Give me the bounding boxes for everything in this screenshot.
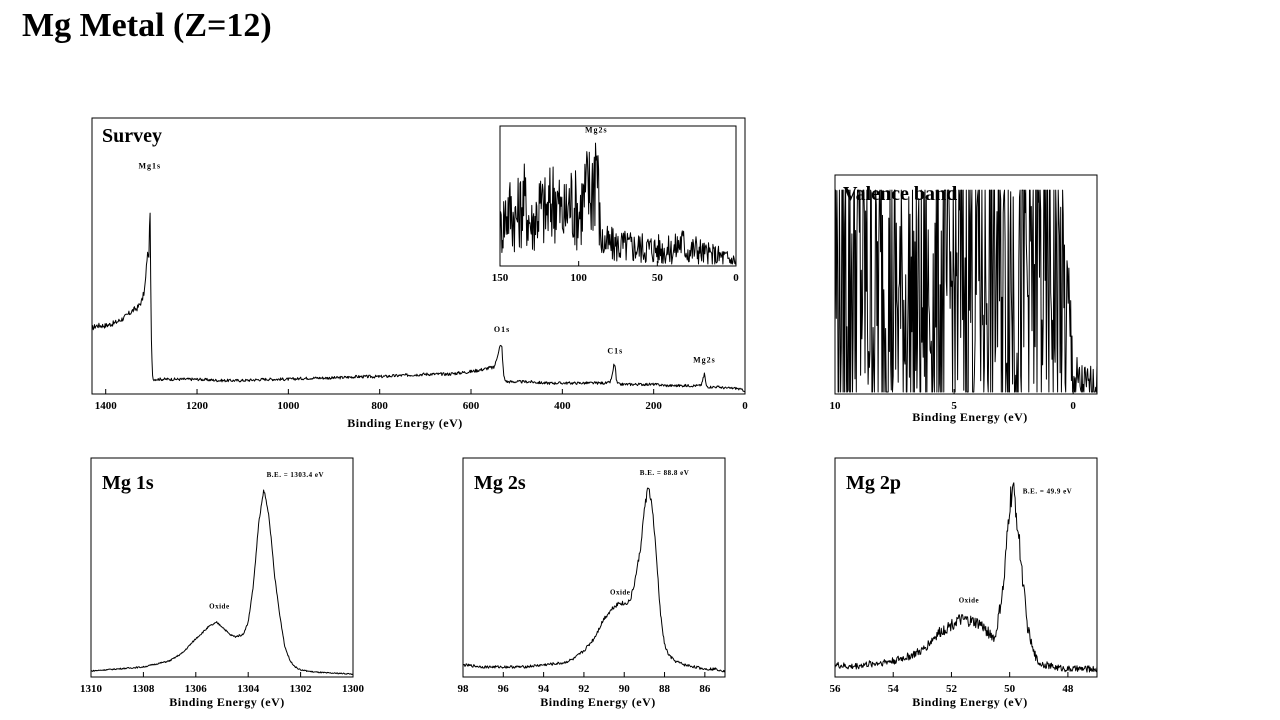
mg2p-xlabel: Binding Energy (eV) (912, 695, 1028, 709)
x-tick-label: 52 (946, 683, 958, 695)
x-tick-label: 48 (1062, 683, 1074, 695)
x-tick-label: 88 (659, 683, 671, 695)
x-tick-label: 56 (830, 683, 842, 695)
x-tick-label: 86 (699, 683, 711, 695)
x-tick-label: 0 (742, 400, 748, 412)
peak-annotation: Mg2s (585, 125, 608, 134)
x-tick-label: 0 (1070, 400, 1076, 412)
mg1s-frame (90, 457, 354, 678)
valence-title: Valence band (843, 183, 957, 205)
mg2p-trace (834, 482, 1098, 673)
valence-panel: 10 5 0 Valence band Binding Energy (eV) (830, 174, 1098, 424)
x-tick-label: 150 (492, 272, 509, 284)
x-tick-label: 1302 (290, 683, 313, 695)
peak-annotation: Oxide (610, 588, 630, 596)
x-tick-label: 94 (538, 683, 550, 695)
x-tick-label: 50 (1004, 683, 1016, 695)
survey-frame (91, 117, 746, 395)
mg2s-xlabel: Binding Energy (eV) (540, 695, 656, 709)
x-tick-label: 92 (578, 683, 590, 695)
x-tick-label: 5 (951, 400, 957, 412)
x-tick-label: 1200 (186, 400, 209, 412)
page-title: Mg Metal (Z=12) (22, 7, 272, 44)
x-tick-label: 50 (652, 272, 664, 284)
x-tick-label: 54 (888, 683, 900, 695)
peak-annotation: Oxide (959, 596, 979, 604)
peak-annotation: B.E. = 49.9 eV (1023, 487, 1073, 495)
peak-annotation: C1s (607, 347, 623, 356)
survey-inset-trace (499, 142, 737, 265)
x-tick-label: 1310 (80, 683, 103, 695)
valence-xlabel: Binding Energy (eV) (912, 410, 1028, 424)
x-tick-label: 10 (830, 400, 842, 412)
mg2p-panel: 56 54 52 50 48 Mg 2p Binding Energy (eV) Oxide B… (830, 457, 1098, 709)
mg2s-title: Mg 2s (474, 472, 526, 494)
x-tick-label: 600 (463, 400, 480, 412)
peak-annotation: Oxide (209, 602, 229, 610)
x-tick-label: 98 (458, 683, 470, 695)
mg2s-trace (462, 487, 726, 673)
x-tick-label: 800 (371, 400, 388, 412)
valence-trace (834, 189, 1098, 393)
x-tick-label: 96 (498, 683, 510, 695)
survey-title: Survey (102, 125, 162, 147)
peak-annotation: B.E. = 88.8 eV (640, 469, 690, 477)
x-tick-label: 1400 (95, 400, 118, 412)
survey-xlabel: Binding Energy (eV) (347, 416, 463, 430)
mg2s-frame (462, 457, 726, 678)
x-tick-label: 90 (619, 683, 631, 695)
mg1s-trace (90, 489, 354, 675)
survey-inset-panel: 150 100 50 0 Mg2s (492, 125, 740, 284)
x-tick-label: 400 (554, 400, 571, 412)
mg1s-xlabel: Binding Energy (eV) (169, 695, 285, 709)
peak-annotation: B.E. = 1303.4 eV (267, 471, 325, 479)
mg1s-title: Mg 1s (102, 472, 154, 494)
x-tick-label: 1300 (342, 683, 365, 695)
x-tick-label: 100 (570, 272, 587, 284)
mg2p-frame (834, 457, 1098, 678)
mg2p-title: Mg 2p (846, 472, 901, 494)
x-tick-label: 0 (733, 272, 739, 284)
peak-annotation: O1s (494, 325, 510, 334)
peak-annotation: Mg1s (138, 161, 161, 170)
survey-inset-frame (499, 125, 737, 267)
peak-annotation: Mg2s (693, 355, 716, 364)
x-tick-label: 1000 (277, 400, 300, 412)
x-tick-label: 1308 (132, 683, 155, 695)
x-tick-label: 1306 (185, 683, 208, 695)
mg1s-panel: 1310 1308 1306 1304 1302 1300 Mg 1s Binding Ene… (80, 457, 365, 709)
x-tick-label: 1304 (237, 683, 260, 695)
survey-trace (91, 212, 746, 393)
mg2s-panel: 98 96 94 92 90 88 86 Mg 2s Binding Energy (eV) Ox… (458, 457, 726, 709)
x-tick-label: 200 (645, 400, 662, 412)
